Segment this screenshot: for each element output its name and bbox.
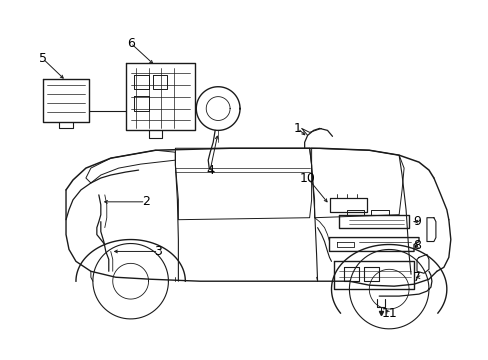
Text: 2: 2 (142, 195, 149, 208)
Text: 5: 5 (39, 53, 47, 66)
Text: 4: 4 (206, 163, 214, 176)
Text: 8: 8 (412, 239, 420, 252)
Text: 3: 3 (154, 245, 162, 258)
Text: 1: 1 (293, 122, 301, 135)
Text: 10: 10 (299, 171, 315, 185)
Text: 6: 6 (126, 37, 134, 50)
Text: 9: 9 (412, 215, 420, 228)
Text: 7: 7 (412, 271, 420, 284)
Text: 11: 11 (381, 307, 396, 320)
